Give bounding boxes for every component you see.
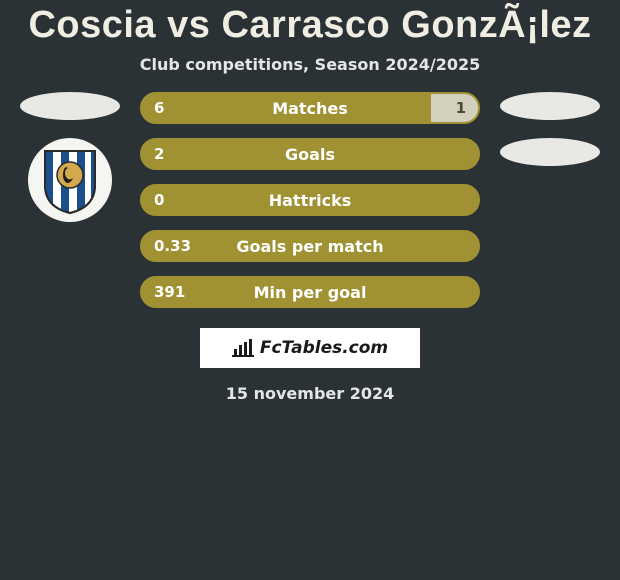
comparison-content: 6 Matches 1 2 Goals 0 Hattricks 0.33 — [0, 92, 620, 403]
stat-label: Matches — [142, 99, 478, 118]
player-marker-left — [20, 92, 120, 120]
stat-label: Goals — [142, 145, 478, 164]
stat-right-value: 1 — [456, 99, 466, 117]
brand-badge: FcTables.com — [200, 328, 420, 368]
stat-left-value: 0 — [154, 191, 164, 209]
date-text: 15 november 2024 — [0, 384, 620, 403]
player-marker-right-2 — [500, 138, 600, 166]
club-crest-icon — [35, 145, 105, 215]
stat-row-matches: 6 Matches 1 — [140, 92, 480, 124]
stat-row-goals: 2 Goals — [140, 138, 480, 170]
right-player-col — [490, 92, 610, 184]
stat-left-value: 391 — [154, 283, 185, 301]
page-title: Coscia vs Carrasco GonzÃ¡lez — [0, 4, 620, 47]
stat-row-goals-per-match: 0.33 Goals per match — [140, 230, 480, 262]
stat-row-hattricks: 0 Hattricks — [140, 184, 480, 216]
subtitle: Club competitions, Season 2024/2025 — [0, 55, 620, 74]
stat-label: Min per goal — [142, 283, 478, 302]
stat-left-value: 6 — [154, 99, 164, 117]
brand-text: FcTables.com — [260, 338, 388, 358]
stat-label: Hattricks — [142, 191, 478, 210]
left-player-col — [10, 92, 130, 222]
player-marker-right-1 — [500, 92, 600, 120]
stat-label: Goals per match — [142, 237, 478, 256]
stat-row-min-per-goal: 391 Min per goal — [140, 276, 480, 308]
club-badge-left — [28, 138, 112, 222]
bar-chart-icon — [232, 339, 254, 357]
stat-bars: 6 Matches 1 2 Goals 0 Hattricks 0.33 — [140, 92, 480, 308]
stat-left-value: 0.33 — [154, 237, 191, 255]
stat-left-value: 2 — [154, 145, 164, 163]
